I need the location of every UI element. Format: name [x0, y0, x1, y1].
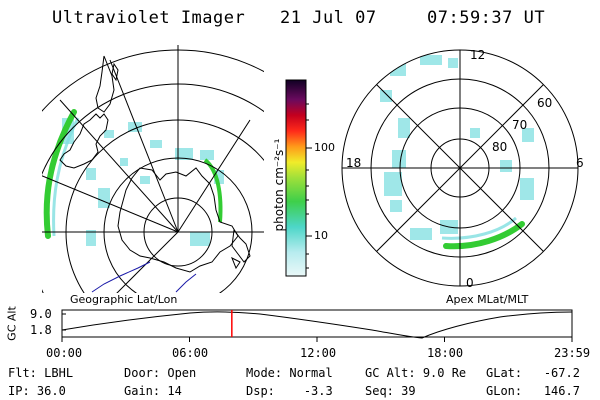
geographic-caption: Geographic Lat/Lon [70, 293, 178, 306]
mlat-label-70: 70 [512, 118, 528, 132]
geographic-map [42, 45, 264, 293]
altitude-curve [61, 311, 573, 339]
status-flt: Flt: LBHL [8, 366, 74, 380]
timeline-plot [61, 309, 573, 342]
timeline-xtick-0600: 06:00 [172, 346, 209, 360]
colorbar-unit-label: photon cm⁻²s⁻¹ [272, 138, 286, 232]
newzealand-coast [95, 55, 115, 113]
status-gcalt: GC Alt: 9.0 Re [365, 366, 467, 380]
apex-caption: Apex MLat/MLT [446, 293, 529, 306]
header-date: 21 Jul 07 [280, 8, 377, 28]
colorbar [285, 79, 307, 277]
status-door: Door: Open [124, 366, 197, 380]
polar-aurora-arc [443, 221, 525, 250]
mlt-label-0: 0 [466, 276, 474, 290]
status-ip: IP: 36.0 [8, 384, 66, 398]
aurora-arc-pole [203, 158, 223, 223]
colorbar-tick-100: 100 [314, 141, 335, 154]
australia-coast [59, 113, 109, 169]
status-seq: Seq: 39 [365, 384, 416, 398]
timeline-xtick-0000: 00:00 [46, 346, 83, 360]
timeline-xtick-2359: 23:59 [554, 346, 591, 360]
timeline-ytick-1: 1.8 [30, 323, 52, 337]
aurora-cyan-patches [62, 118, 224, 246]
timeline-xtick-1800: 18:00 [427, 346, 464, 360]
status-mode: Mode: Normal [246, 366, 333, 380]
mlat-label-80: 80 [492, 140, 508, 154]
mlt-label-12: 12 [470, 48, 486, 62]
antarctica-coast [117, 167, 239, 273]
mlat-label-60: 60 [537, 96, 553, 110]
status-glon: GLon: 146.7 [486, 384, 580, 398]
status-gain: Gain: 14 [124, 384, 182, 398]
polar-plot [341, 49, 579, 287]
mlt-spokes [342, 50, 578, 286]
status-dsp: Dsp: -3.3 [246, 384, 333, 398]
timeline-ylabel: GC Alt [5, 306, 19, 341]
app-title: Ultraviolet Imager [52, 8, 246, 28]
colorbar-ticks [306, 103, 312, 269]
header-time: 07:59:37 UT [427, 8, 546, 28]
mlt-label-18: 18 [346, 156, 362, 170]
status-glat: GLat: -67.2 [486, 366, 580, 380]
colorbar-tick-10: 10 [314, 229, 328, 242]
lon-meridians [42, 45, 264, 293]
polar-aurora [380, 55, 534, 250]
timeline-ytick-9: 9.0 [30, 307, 52, 321]
blue-coast-line [91, 261, 151, 293]
south-america-coast [231, 228, 251, 263]
mlt-label-6: 6 [576, 156, 584, 170]
timeline-xtick-1200: 12:00 [300, 346, 337, 360]
